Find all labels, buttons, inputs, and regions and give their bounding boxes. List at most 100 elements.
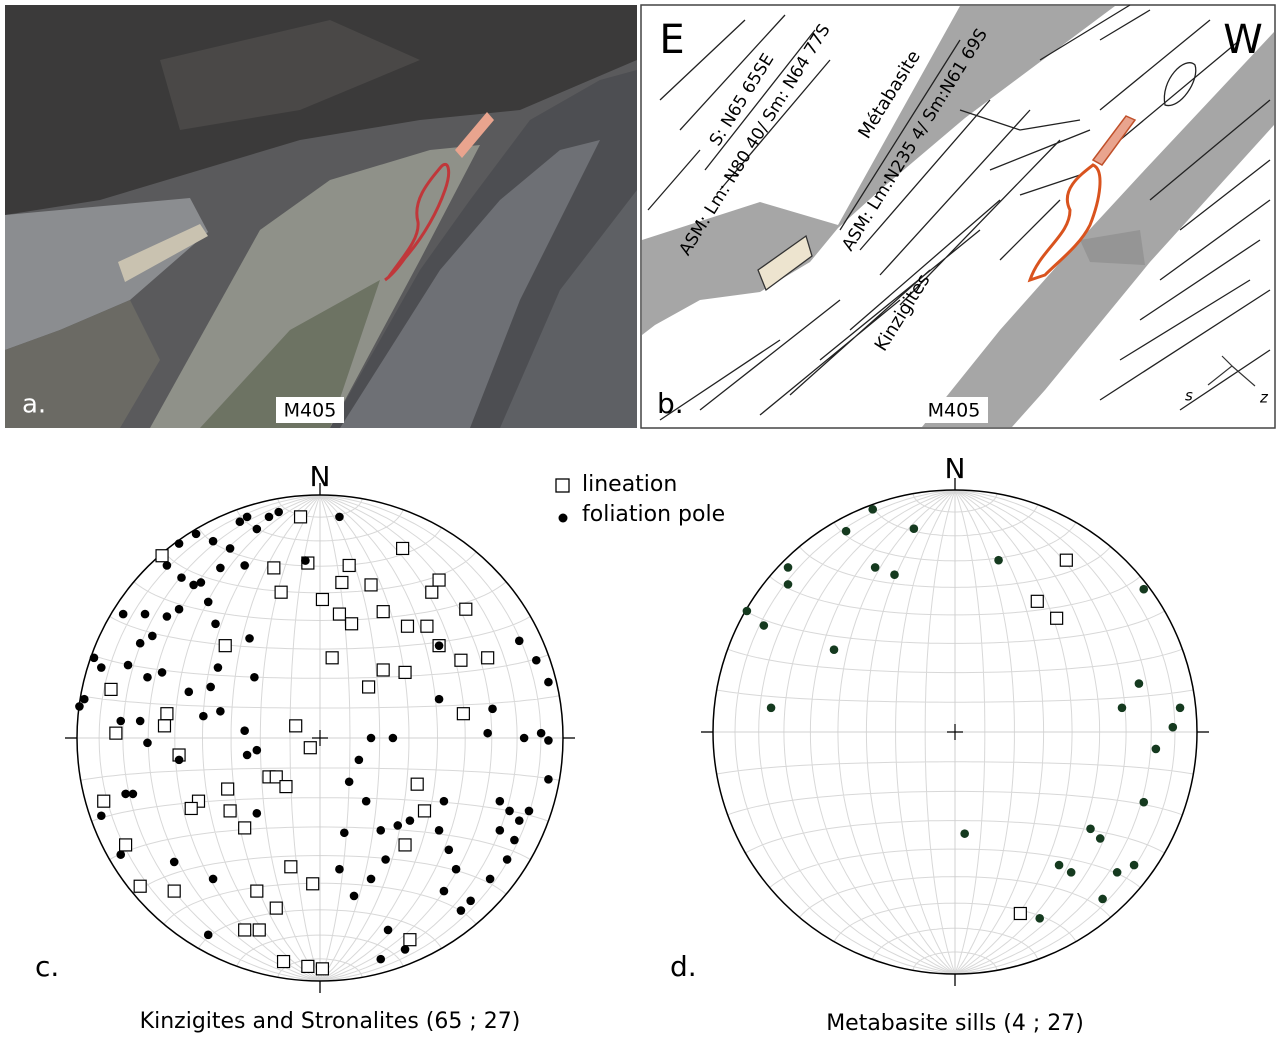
lineation <box>1059 553 1073 567</box>
foliation-pole <box>1139 584 1149 594</box>
foliation-pole <box>783 580 793 589</box>
center-cross <box>312 730 328 746</box>
lineation <box>109 726 123 740</box>
lineation <box>335 575 349 590</box>
sample-label: M405 <box>284 400 337 422</box>
foliation-pole <box>252 524 262 534</box>
lineation <box>420 619 434 633</box>
foliation-pole <box>75 702 84 711</box>
foliation-pole <box>89 653 99 663</box>
foliation-pole <box>994 555 1003 565</box>
legend-dot <box>558 513 568 523</box>
lineation <box>218 639 232 653</box>
foliation-pole <box>366 733 376 743</box>
lineation <box>289 719 303 733</box>
foliation-pole <box>531 655 541 665</box>
lineation <box>184 801 198 816</box>
shear-z: z <box>1259 389 1269 407</box>
foliation-pole <box>349 891 359 901</box>
lineation <box>344 617 359 631</box>
foliation-pole <box>340 828 349 838</box>
lineation <box>456 707 470 721</box>
lineation <box>325 651 339 665</box>
foliation-pole <box>544 677 553 687</box>
foliation-pole <box>1112 868 1122 877</box>
foliation-pole <box>1151 744 1161 754</box>
panel-label: a. <box>22 390 46 420</box>
foliation-pole <box>169 857 179 867</box>
lineation <box>276 954 291 969</box>
foliation-pole <box>174 604 184 614</box>
lineation <box>133 879 147 893</box>
lineation <box>432 573 446 587</box>
foliation-pole <box>376 954 386 964</box>
sample-box <box>276 397 344 423</box>
foliation-pole <box>536 728 546 738</box>
foliation-pole <box>544 775 553 784</box>
foliation-pole <box>148 631 157 641</box>
lineation <box>1013 906 1027 921</box>
foliation-pole <box>240 561 249 570</box>
foliation-pole <box>116 716 126 726</box>
foliation-pole <box>434 641 444 650</box>
foliation-pole <box>1139 797 1149 807</box>
foliation-pole <box>250 672 259 682</box>
foliation-pole <box>1095 834 1105 843</box>
foliation-pole <box>116 850 126 859</box>
stereonet: Nd. Metabasite sills (4 ; 27) <box>670 452 1209 1036</box>
east-label: E <box>659 17 684 63</box>
foliation-pole <box>383 925 393 935</box>
lineation <box>364 578 378 592</box>
foliation-pole <box>514 816 524 825</box>
north-label: N <box>945 452 966 485</box>
lineation <box>160 707 174 721</box>
legend-text: lineation <box>582 472 677 497</box>
foliation-pole <box>444 845 454 855</box>
foliation-pole <box>301 556 310 565</box>
foliation-pole <box>1066 868 1076 877</box>
lineation <box>398 838 412 852</box>
foliation-pole <box>203 930 213 940</box>
foliation-pole <box>208 874 218 884</box>
foliation-pole <box>783 563 793 572</box>
photo-panel: a. M405 <box>5 5 637 428</box>
foliation-pole <box>203 597 213 607</box>
foliation-pole <box>388 733 398 743</box>
foliation-pole <box>439 886 449 896</box>
foliation-pole <box>335 864 344 874</box>
foliation-pole <box>1175 703 1185 713</box>
lineation <box>301 959 315 974</box>
foliation-pole <box>97 663 106 672</box>
foliation-pole <box>189 580 198 590</box>
foliation-pole <box>157 668 167 677</box>
lineation <box>417 804 432 818</box>
lineation <box>481 651 495 665</box>
foliation-pole <box>252 809 262 818</box>
foliation-pole <box>143 672 152 682</box>
lineation <box>250 884 264 898</box>
foliation-pole <box>216 563 225 573</box>
foliation-pole <box>766 703 776 713</box>
lineation <box>362 680 376 694</box>
foliation-pole <box>174 755 184 765</box>
sample-box <box>920 397 988 423</box>
panel-label: b. <box>657 387 684 420</box>
foliation-pole <box>868 505 878 514</box>
foliation-pole <box>1054 860 1064 870</box>
lineation <box>400 619 415 633</box>
lineation <box>223 804 237 818</box>
foliation-pole <box>191 529 201 539</box>
foliation-pole <box>245 634 254 643</box>
foliation-pole <box>495 826 505 835</box>
sample-label: M405 <box>928 400 981 422</box>
foliation-pole <box>199 711 208 721</box>
lineation <box>315 962 330 976</box>
foliation-pole <box>135 716 145 726</box>
foliation-pole <box>466 896 475 906</box>
foliation-pole <box>485 874 495 884</box>
foliation-pole <box>870 563 880 572</box>
foliation-pole <box>451 864 461 874</box>
lineation <box>396 541 410 556</box>
foliation-pole <box>252 745 262 755</box>
lineation <box>425 585 439 599</box>
